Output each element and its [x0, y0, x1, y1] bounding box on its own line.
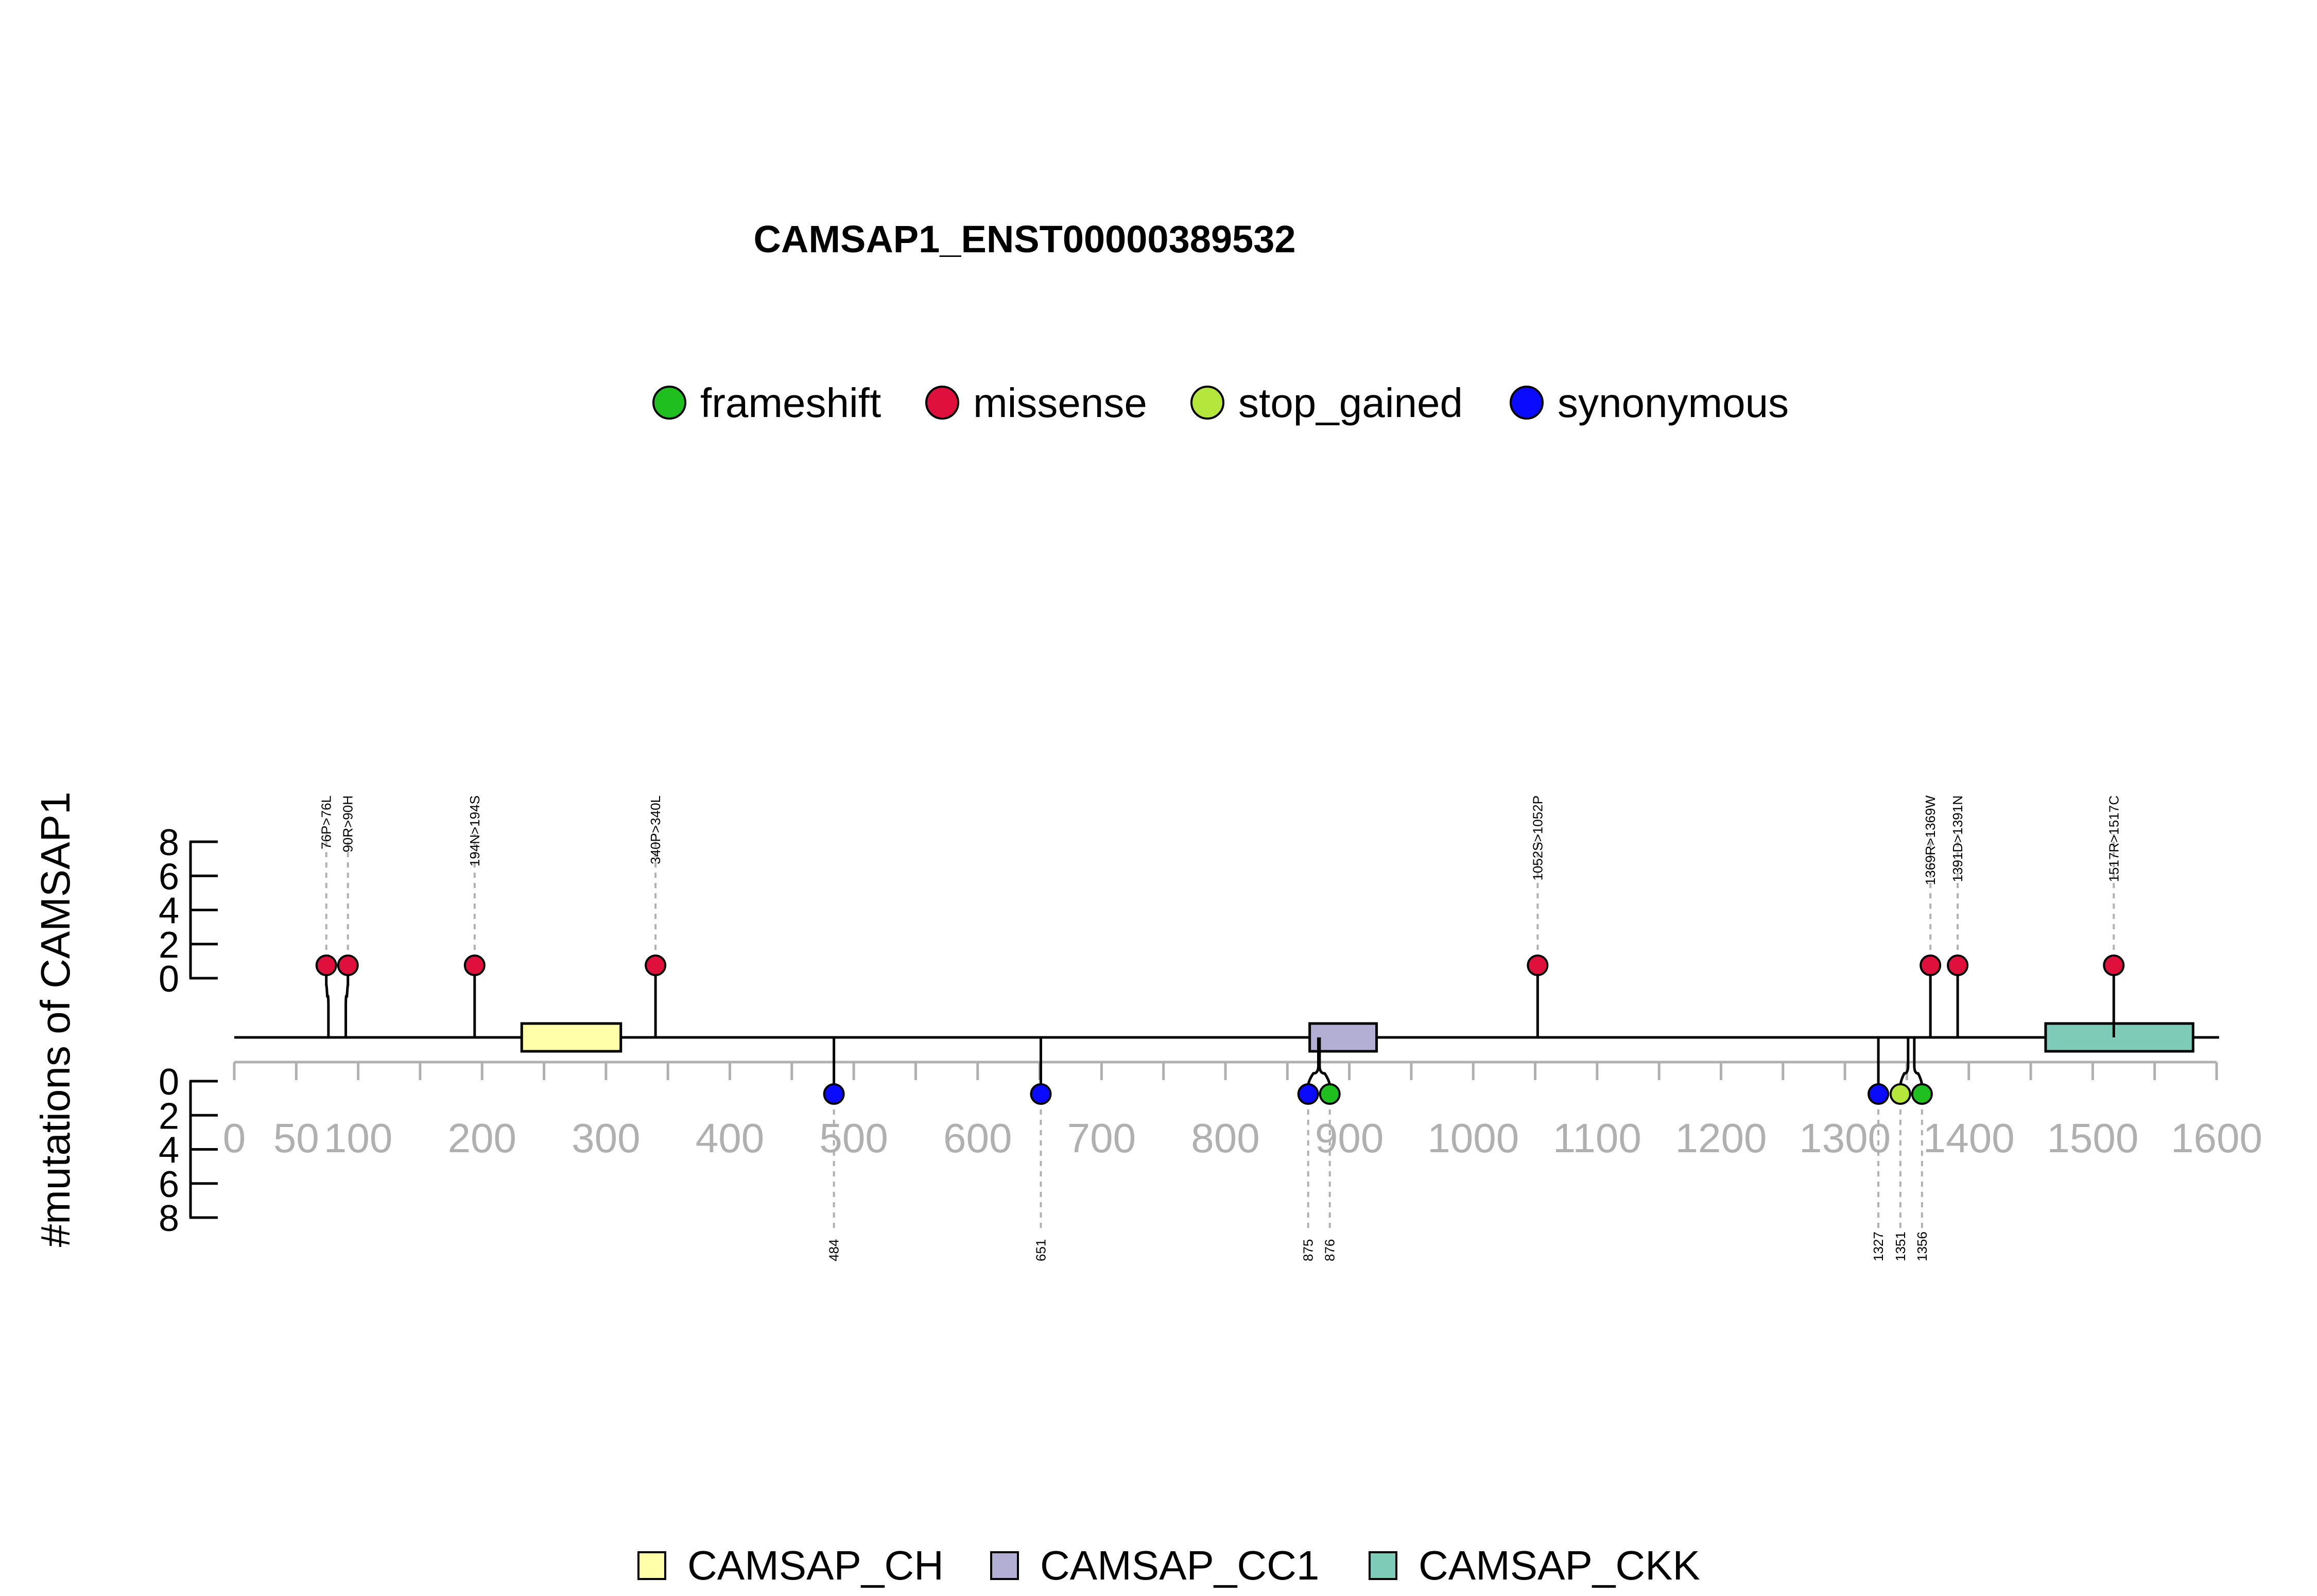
mutation-label: 1327: [1871, 1231, 1886, 1261]
domain-CAMSAP_CH: [520, 1022, 623, 1053]
top-y-tick-label: 4: [159, 891, 179, 932]
bottom-mutations: 484 651 875 876 1327 1351 1356: [823, 1037, 1933, 1261]
x-tick-label: 1200: [1675, 1115, 1767, 1161]
x-tick-label: 0: [223, 1115, 246, 1161]
y-axis-label: #mutations of CAMSAP1: [32, 792, 78, 1247]
bottom-y-tick-label: 6: [159, 1164, 179, 1205]
top-mutations: 76P>76L 90R>90H 194N>194S 340P>340L 1052S>10…: [315, 795, 2125, 1037]
mutation-head-synonymous: [1297, 1083, 1319, 1105]
legend-marker-missense: [925, 386, 959, 420]
x-tick-label: 1100: [1553, 1115, 1641, 1161]
mutation-label: 194N>194S: [467, 795, 482, 866]
x-tick-label: 1300: [1799, 1115, 1891, 1161]
x-tick-label: 1600: [2171, 1115, 2262, 1161]
mutation-label: 90R>90H: [340, 795, 356, 853]
x-tick-label: 100: [324, 1115, 392, 1161]
bottom-y-tick-label: 0: [159, 1062, 179, 1103]
mutation-stem: [344, 965, 350, 1037]
mutation-type-legend: frameshift missense stop_gained synonymous: [652, 380, 1789, 426]
x-tick-label: 200: [448, 1115, 516, 1161]
mutation-label: 876: [1322, 1239, 1338, 1261]
bottom-y-tick-label: 8: [159, 1198, 179, 1239]
mutation-stem: [325, 965, 330, 1037]
bottom-y-tick-label: 2: [159, 1096, 179, 1137]
mutation-label: 76P>76L: [319, 795, 334, 849]
legend-label-missense: missense: [973, 380, 1147, 426]
mutation-head-synonymous: [1868, 1083, 1890, 1105]
domain-legend-swatch: [637, 1551, 666, 1580]
domain-legend-label: CAMSAP_CH: [687, 1542, 944, 1588]
mutation-head-synonymous: [1030, 1083, 1052, 1105]
mutation-label: 1369R>1369W: [1923, 795, 1938, 886]
mutation-head-missense: [337, 955, 359, 976]
mutation-label: 1351: [1893, 1231, 1908, 1261]
mutation-label: 651: [1033, 1239, 1048, 1261]
domain-CAMSAP_CKK: [2044, 1022, 2194, 1053]
mutation-head-frameshift: [1911, 1083, 1933, 1105]
x-tick-label: 1500: [2047, 1115, 2138, 1161]
top-y-tick-label: 8: [159, 822, 179, 863]
x-tick-label: 50: [273, 1115, 319, 1161]
protein-domains: [520, 1022, 2194, 1053]
mutation-label: 484: [826, 1239, 842, 1261]
x-tick-label: 1400: [1923, 1115, 2015, 1161]
mutation-label: 1356: [1914, 1231, 1930, 1261]
chart-title: CAMSAP1_ENST00000389532: [753, 218, 1295, 261]
mutation-head-missense: [463, 955, 486, 976]
legend-label-synonymous: synonymous: [1558, 380, 1789, 426]
domain-legend-swatch: [1369, 1551, 1397, 1580]
mutation-label: 1517R>1517C: [2106, 795, 2121, 882]
legend-label-frameshift: frameshift: [700, 380, 881, 426]
mutation-head-stop_gained: [1889, 1083, 1911, 1105]
mutation-head-frameshift: [1319, 1083, 1341, 1105]
legend-marker-synonymous: [1510, 386, 1544, 420]
mutation-head-missense: [1527, 955, 1549, 976]
mutation-head-missense: [1947, 955, 1969, 976]
mutation-head-missense: [315, 955, 337, 976]
mutation-head-missense: [2103, 955, 2125, 976]
x-tick-label: 800: [1191, 1115, 1259, 1161]
legend-marker-stop_gained: [1190, 386, 1224, 420]
x-tick-label: 500: [819, 1115, 888, 1161]
top-y-tick-label: 2: [159, 925, 179, 966]
x-tick-label: 1000: [1427, 1115, 1519, 1161]
domain-legend-label: CAMSAP_CKK: [1419, 1542, 1700, 1588]
domain-legend-label: CAMSAP_CC1: [1040, 1542, 1319, 1588]
mutation-head-missense: [645, 955, 667, 976]
legend-marker-frameshift: [652, 386, 686, 420]
mutation-label: 340P>340L: [648, 795, 663, 864]
domain-legend: CAMSAP_CH CAMSAP_CC1 CAMSAP_CKK: [637, 1542, 1700, 1588]
x-tick-label: 300: [572, 1115, 640, 1161]
top-y-tick-label: 0: [159, 959, 179, 1000]
mutation-label: 1391D>1391N: [1950, 795, 1965, 882]
x-tick-label: 600: [943, 1115, 1012, 1161]
mutation-label: 1052S>1052P: [1530, 795, 1545, 881]
x-tick-label: 900: [1315, 1115, 1384, 1161]
mutation-head-synonymous: [823, 1083, 845, 1105]
mutation-head-missense: [1920, 955, 1942, 976]
mutation-label: 875: [1301, 1239, 1316, 1261]
bottom-y-tick-label: 4: [159, 1130, 179, 1171]
legend-label-stop_gained: stop_gained: [1238, 380, 1463, 426]
x-tick-label: 400: [696, 1115, 764, 1161]
top-y-tick-label: 6: [159, 856, 179, 897]
domain-legend-swatch: [990, 1551, 1019, 1580]
x-axis: 0 50 100 200 300 400 500 600 700 800 900 1000 1100 12…: [223, 1061, 2262, 1161]
x-tick-label: 700: [1067, 1115, 1136, 1161]
